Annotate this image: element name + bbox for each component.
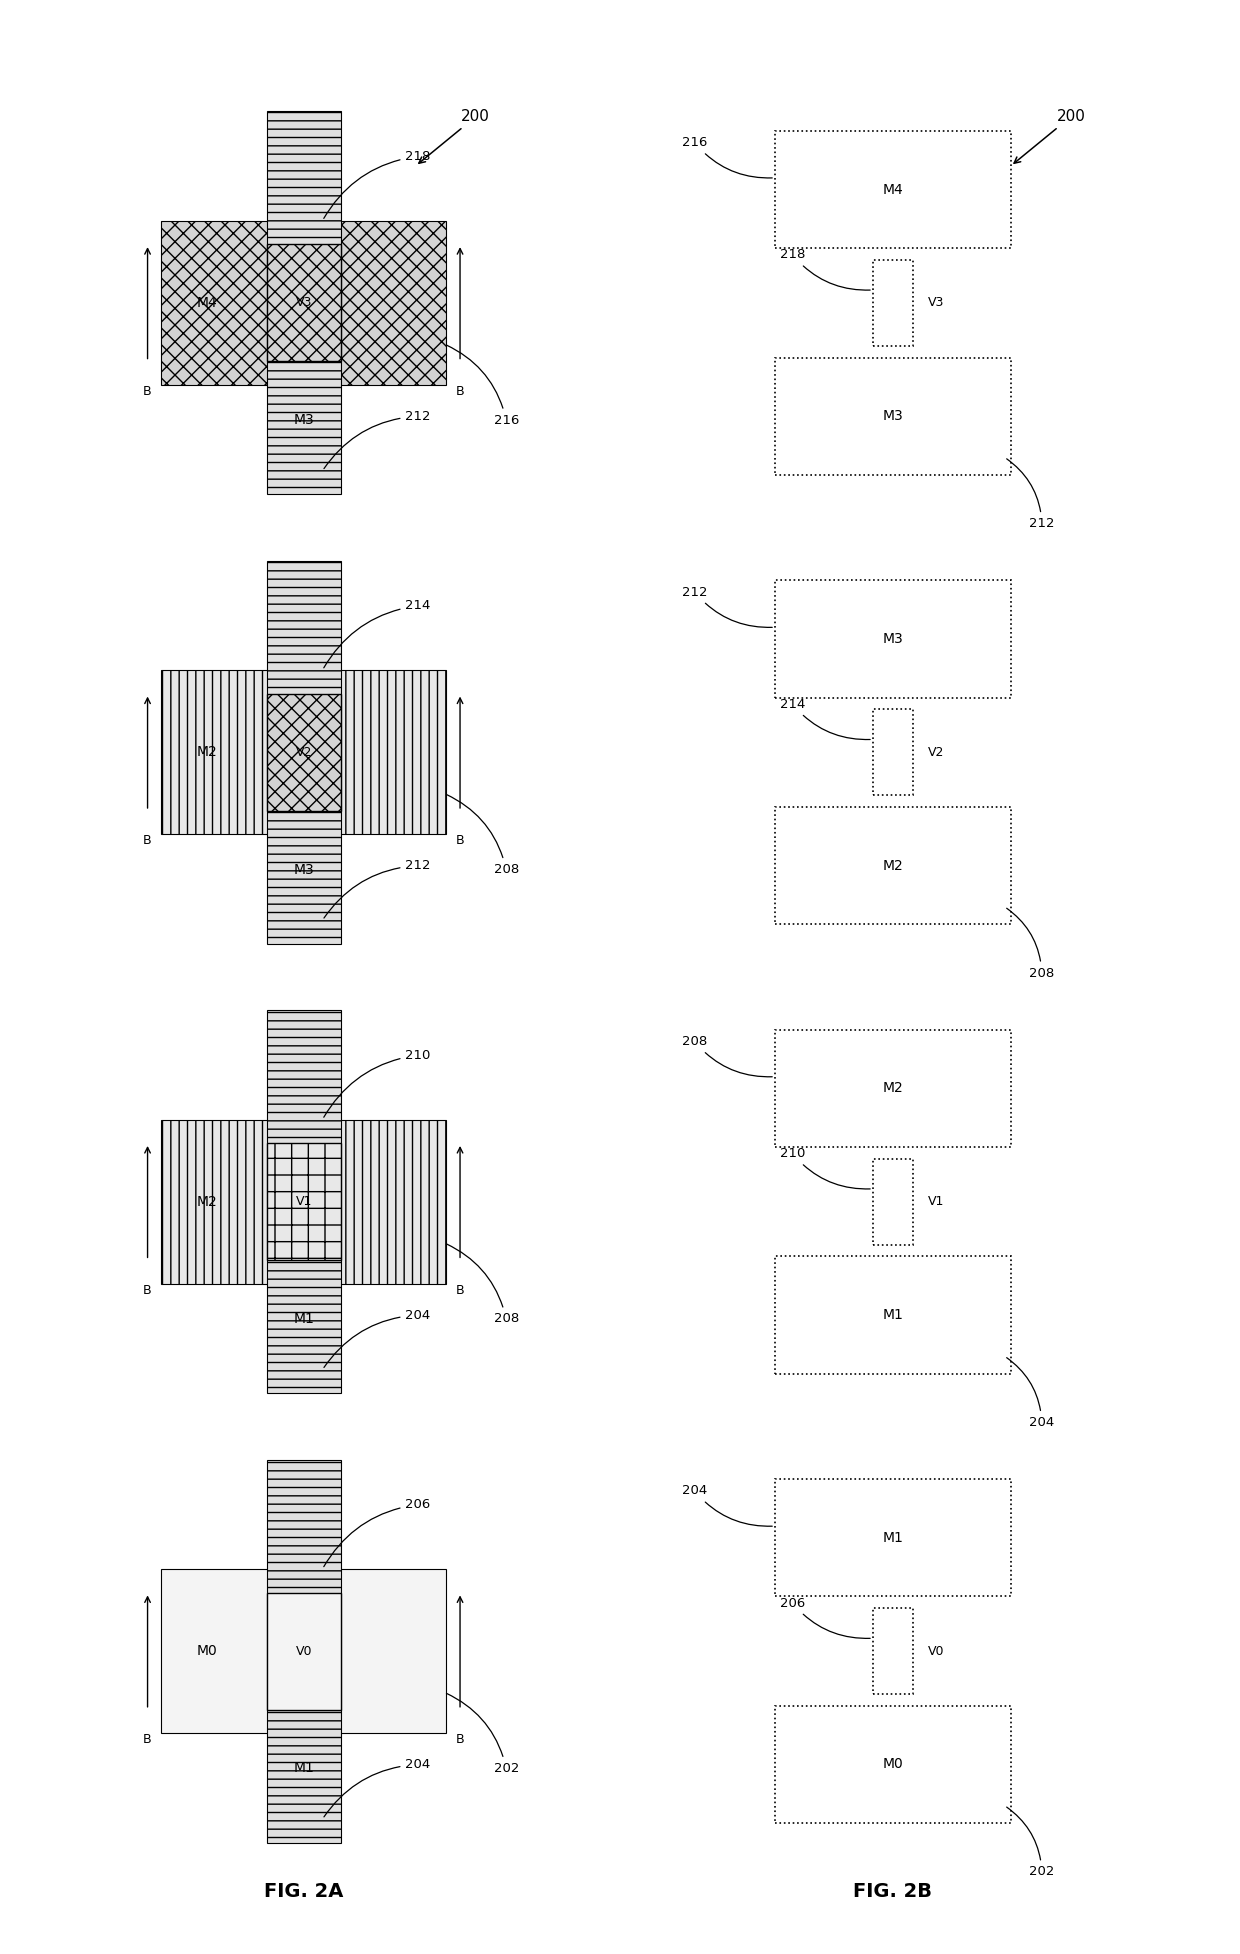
Text: V3: V3 <box>295 297 312 309</box>
Text: M1: M1 <box>883 1530 903 1546</box>
Text: 204: 204 <box>324 1759 430 1817</box>
Text: B: B <box>456 1733 464 1747</box>
Text: M2: M2 <box>197 744 217 760</box>
Text: M3: M3 <box>294 412 314 428</box>
Text: V3: V3 <box>928 297 944 309</box>
Text: M4: M4 <box>197 295 217 311</box>
Text: V0: V0 <box>295 1645 312 1657</box>
Bar <box>775 1256 1011 1374</box>
Text: 218: 218 <box>780 248 870 289</box>
Bar <box>267 1010 341 1393</box>
Text: M1: M1 <box>294 1761 314 1776</box>
Bar <box>161 221 446 385</box>
Bar <box>161 1120 446 1284</box>
Bar <box>873 260 913 346</box>
Bar <box>267 111 341 494</box>
Text: V2: V2 <box>295 746 312 758</box>
Text: V1: V1 <box>928 1196 944 1208</box>
Text: 206: 206 <box>324 1499 430 1567</box>
Text: M3: M3 <box>883 408 903 424</box>
Bar <box>267 1143 341 1260</box>
Text: M0: M0 <box>197 1643 217 1659</box>
Text: 210: 210 <box>324 1049 430 1118</box>
Text: V2: V2 <box>928 746 944 758</box>
Text: 214: 214 <box>324 600 430 668</box>
Text: M2: M2 <box>883 1081 903 1096</box>
Text: 212: 212 <box>1007 459 1055 530</box>
Text: FIG. 2B: FIG. 2B <box>853 1882 932 1901</box>
Bar <box>873 709 913 795</box>
Text: 200: 200 <box>419 109 490 164</box>
Bar <box>161 1569 446 1733</box>
Text: 216: 216 <box>682 137 773 178</box>
Text: V1: V1 <box>295 1196 312 1208</box>
Bar <box>267 244 341 361</box>
Text: M2: M2 <box>197 1194 217 1210</box>
Bar <box>267 694 341 811</box>
Text: 204: 204 <box>682 1485 773 1526</box>
Text: 214: 214 <box>780 698 870 739</box>
Bar <box>775 807 1011 924</box>
Text: V0: V0 <box>928 1645 944 1657</box>
Text: 208: 208 <box>1007 909 1054 979</box>
Text: B: B <box>144 834 151 848</box>
Text: M2: M2 <box>883 858 903 873</box>
Text: 204: 204 <box>1007 1358 1054 1428</box>
Text: M1: M1 <box>294 1311 314 1327</box>
Text: B: B <box>456 1284 464 1297</box>
Bar <box>873 1159 913 1245</box>
Text: FIG. 2A: FIG. 2A <box>264 1882 343 1901</box>
Bar <box>775 358 1011 475</box>
Text: 218: 218 <box>324 150 430 219</box>
Text: 208: 208 <box>446 795 518 875</box>
Text: B: B <box>144 385 151 399</box>
Bar <box>775 580 1011 698</box>
Bar <box>161 670 446 834</box>
Bar <box>775 1479 1011 1596</box>
Text: B: B <box>144 1284 151 1297</box>
Text: 216: 216 <box>446 346 518 426</box>
Text: 200: 200 <box>1014 109 1085 164</box>
Text: 212: 212 <box>324 410 432 469</box>
Bar <box>775 131 1011 248</box>
Bar <box>873 1608 913 1694</box>
Text: M4: M4 <box>883 182 903 197</box>
Bar <box>267 1460 341 1843</box>
Bar <box>775 1030 1011 1147</box>
Text: 206: 206 <box>780 1596 870 1637</box>
Bar <box>775 1706 1011 1823</box>
Bar <box>267 1593 341 1710</box>
Text: B: B <box>456 385 464 399</box>
Text: 212: 212 <box>682 586 773 627</box>
Text: M0: M0 <box>883 1757 903 1772</box>
Text: M3: M3 <box>883 631 903 647</box>
Text: B: B <box>456 834 464 848</box>
Text: 208: 208 <box>446 1245 518 1325</box>
Text: 202: 202 <box>446 1694 518 1774</box>
Text: M3: M3 <box>294 862 314 877</box>
Text: 208: 208 <box>682 1036 773 1077</box>
Text: B: B <box>144 1733 151 1747</box>
Text: 210: 210 <box>780 1147 870 1188</box>
Text: 202: 202 <box>1007 1807 1054 1878</box>
Bar <box>267 561 341 944</box>
Text: 212: 212 <box>324 860 432 918</box>
Text: M1: M1 <box>883 1307 903 1323</box>
Text: 204: 204 <box>324 1309 430 1368</box>
